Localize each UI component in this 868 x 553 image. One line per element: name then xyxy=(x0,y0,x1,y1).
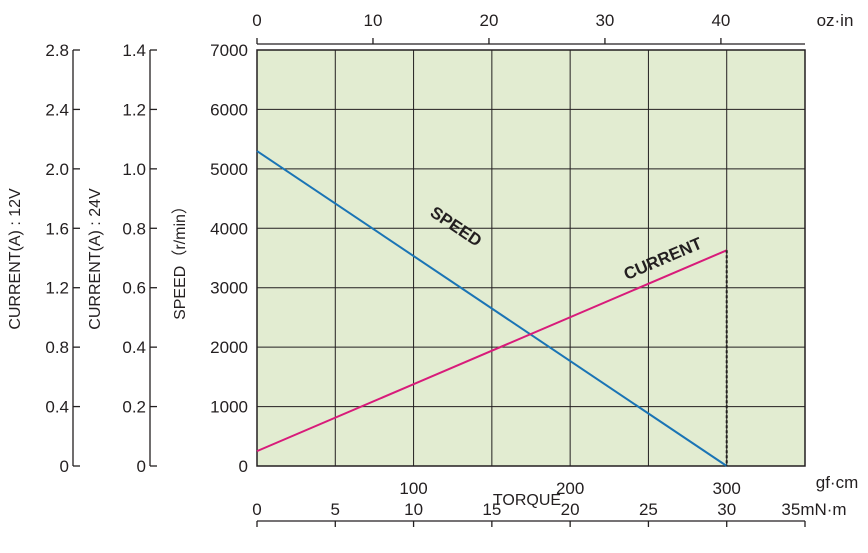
current-12v-axis-title: CURRENT(A) : 12V xyxy=(7,188,24,330)
axes-group xyxy=(72,38,806,527)
x-axis-title: TORQUE xyxy=(493,492,561,509)
current-24v-tick-label: 0.4 xyxy=(122,338,146,357)
speed-tick-label: 7000 xyxy=(210,41,248,60)
bottom-axis-tick-label: 10 xyxy=(404,500,423,519)
bottom-axis-tick-label: 20 xyxy=(561,500,580,519)
current-12v-tick-label: 2.8 xyxy=(45,41,69,60)
current-24v-tick-label: 1.0 xyxy=(122,160,146,179)
current-12v-tick-label: 1.6 xyxy=(45,219,69,238)
bottom-axis-tick-label: 25 xyxy=(639,500,658,519)
top-axis-unit: oz·in xyxy=(817,11,854,30)
current-24v-tick-label: 0.2 xyxy=(122,398,146,417)
current-12v-tick-label: 0.4 xyxy=(45,398,69,417)
top-axis-tick-label: 30 xyxy=(595,11,614,30)
current-24v-axis-title: CURRENT(A) : 24V xyxy=(87,188,104,330)
current-12v-tick-label: 2.4 xyxy=(45,100,69,119)
series-group xyxy=(256,150,728,467)
bottom-axis-tick-label: 15 xyxy=(482,500,501,519)
current-12v-tick-label: 1.2 xyxy=(45,279,69,298)
current-12v-tick-label: 2.0 xyxy=(45,160,69,179)
speed-tick-label: 4000 xyxy=(210,219,248,238)
speed-tick-label: 0 xyxy=(239,457,248,476)
current-24v-tick-label: 0 xyxy=(137,457,146,476)
x-axis-tick-label: 100 xyxy=(399,479,427,498)
bottom-axis-tick-label: 0 xyxy=(252,500,261,519)
top-axis-tick-label: 20 xyxy=(479,11,498,30)
current-24v-tick-label: 0.6 xyxy=(122,279,146,298)
top-axis-tick-label: 0 xyxy=(252,11,261,30)
plot-background xyxy=(257,50,805,466)
x-axis-unit: gf·cm xyxy=(816,473,859,492)
speed-tick-label: 3000 xyxy=(210,279,248,298)
speed-line xyxy=(256,150,728,467)
x-axis-tick-label: 200 xyxy=(556,479,584,498)
bottom-axis-unit: 35mN·m xyxy=(781,500,846,519)
current-24v-tick-label: 1.2 xyxy=(122,100,146,119)
speed-tick-label: 6000 xyxy=(210,100,248,119)
plot-border xyxy=(256,49,806,467)
top-axis-tick-label: 10 xyxy=(364,11,383,30)
current-24v-tick-label: 1.4 xyxy=(122,41,146,60)
bottom-axis-tick-label: 30 xyxy=(717,500,736,519)
speed-tick-label: 5000 xyxy=(210,160,248,179)
speed-tick-label: 1000 xyxy=(210,398,248,417)
current-24v-tick-label: 0.8 xyxy=(122,219,146,238)
current-line xyxy=(256,249,728,453)
bottom-axis-tick-label: 5 xyxy=(331,500,340,519)
speed-axis-title: SPEED（r/min） xyxy=(171,198,189,320)
current-12v-tick-label: 0.8 xyxy=(45,338,69,357)
current-12v-tick-label: 0 xyxy=(60,457,69,476)
speed-tick-label: 2000 xyxy=(210,338,248,357)
x-axis-tick-label: 300 xyxy=(713,479,741,498)
top-axis-tick-label: 40 xyxy=(711,11,730,30)
